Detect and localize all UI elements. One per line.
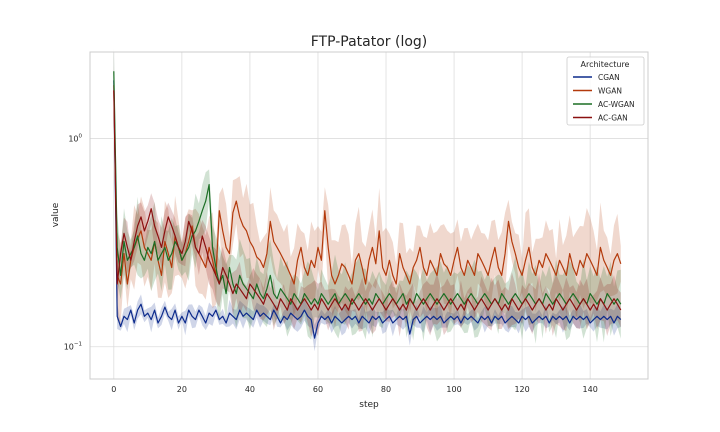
- y-tick-labels: 100 10−1: [64, 133, 83, 351]
- x-tick-label: 40: [245, 385, 255, 394]
- legend-label-ac-wgan: AC-WGAN: [598, 100, 635, 109]
- x-axis-label: step: [359, 400, 379, 410]
- plot-frame: [89, 51, 649, 380]
- line-cgan: [113, 80, 622, 339]
- legend-box: [566, 56, 645, 126]
- line-ac-gan: [113, 90, 622, 311]
- x-tick-label: 140: [583, 385, 598, 394]
- band-ac-gan: [113, 70, 621, 337]
- x-tick-label: 20: [177, 385, 187, 394]
- x-tick-label: 80: [381, 385, 391, 394]
- legend-label-cgan: CGAN: [598, 73, 620, 82]
- legend-label-ac-gan: AC-GAN: [598, 114, 628, 123]
- x-tick-label: 0: [111, 385, 116, 394]
- legend: Architecture CGAN WGAN AC-WGAN AC-GAN: [566, 56, 645, 126]
- y-tick-label: 10−1: [64, 342, 82, 352]
- legend-label-wgan: WGAN: [598, 87, 622, 96]
- x-tick-label: 100: [446, 385, 461, 394]
- band-ac-wgan: [113, 48, 621, 344]
- series-lines: [113, 71, 622, 339]
- band-wgan: [113, 65, 621, 328]
- y-tick-label: 100: [68, 133, 82, 143]
- x-tick-label: 120: [514, 385, 529, 394]
- legend-title: Architecture: [581, 60, 630, 69]
- chart-title: FTP-Patator (log): [311, 34, 428, 50]
- x-tick-label: 60: [313, 385, 323, 394]
- x-tick-labels: 0 20 40 60 80 100 120 140: [111, 385, 598, 394]
- y-axis-label: value: [51, 202, 61, 227]
